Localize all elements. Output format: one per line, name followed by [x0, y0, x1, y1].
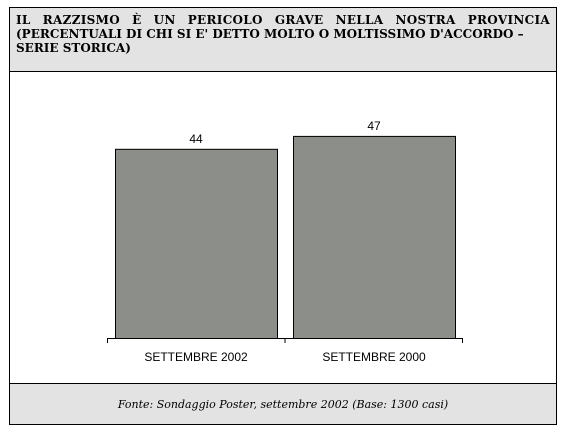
- chart-subtitle: (PERCENTUALI DI CHI SI E' DETTO MOLTO O …: [16, 27, 524, 55]
- chart-title: IL RAZZISMO È UN PERICOLO GRAVE NELLA NO…: [16, 13, 550, 27]
- category-label: SETTEMBRE 2002: [144, 350, 248, 364]
- bar: [115, 148, 278, 339]
- bar: [293, 135, 456, 340]
- data-label: 47: [367, 119, 381, 133]
- category-label: SETTEMBRE 2000: [322, 350, 426, 364]
- plot-area: 44 SETTEMBRE 2002 47 SETTEMBRE 2000: [10, 72, 556, 384]
- bar-chart: 44 SETTEMBRE 2002 47 SETTEMBRE 2000: [107, 119, 463, 364]
- chart-header: IL RAZZISMO È UN PERICOLO GRAVE NELLA NO…: [10, 8, 556, 72]
- data-label: 44: [189, 132, 203, 146]
- source-note: Fonte: Sondaggio Poster, settembre 2002 …: [117, 397, 449, 411]
- chart-footer: Fonte: Sondaggio Poster, settembre 2002 …: [10, 383, 556, 424]
- chart-frame: IL RAZZISMO È UN PERICOLO GRAVE NELLA NO…: [9, 7, 557, 425]
